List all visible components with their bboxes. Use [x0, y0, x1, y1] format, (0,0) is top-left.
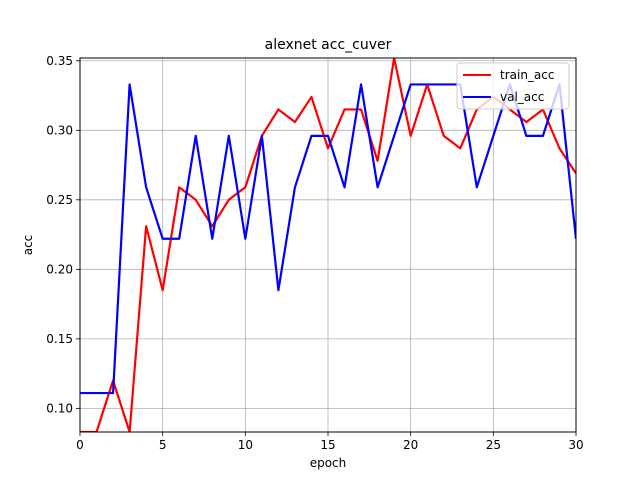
series-line-val-acc — [80, 83, 576, 395]
y-tick-label: 0.10 — [46, 401, 73, 415]
legend-label-train: train_acc — [500, 68, 554, 82]
y-tick-label: 0.20 — [46, 262, 73, 276]
ticks: 0 5 10 15 20 25 30 0.10 0.15 0.20 0.25 0.30 0.35 — [46, 54, 583, 452]
legend: train_acc val_acc — [456, 62, 570, 110]
x-tick-label: 30 — [568, 438, 583, 452]
y-tick-label: 0.30 — [46, 123, 73, 137]
legend-label-val: val_acc — [500, 90, 544, 104]
x-tick-label: 0 — [76, 438, 84, 452]
x-tick-label: 25 — [486, 438, 501, 452]
grid — [79, 58, 577, 432]
x-tick-label: 15 — [320, 438, 335, 452]
y-tick-label: 0.35 — [46, 54, 73, 68]
y-tick-label: 0.15 — [46, 332, 73, 346]
x-tick-label: 20 — [403, 438, 418, 452]
y-tick-label: 0.25 — [46, 193, 73, 207]
chart-title: alexnet acc_cuver — [265, 37, 392, 53]
x-tick-label: 10 — [238, 438, 253, 452]
x-tick-label: 5 — [159, 438, 167, 452]
y-axis-label: acc — [21, 235, 35, 256]
x-axis-label: epoch — [310, 456, 347, 470]
